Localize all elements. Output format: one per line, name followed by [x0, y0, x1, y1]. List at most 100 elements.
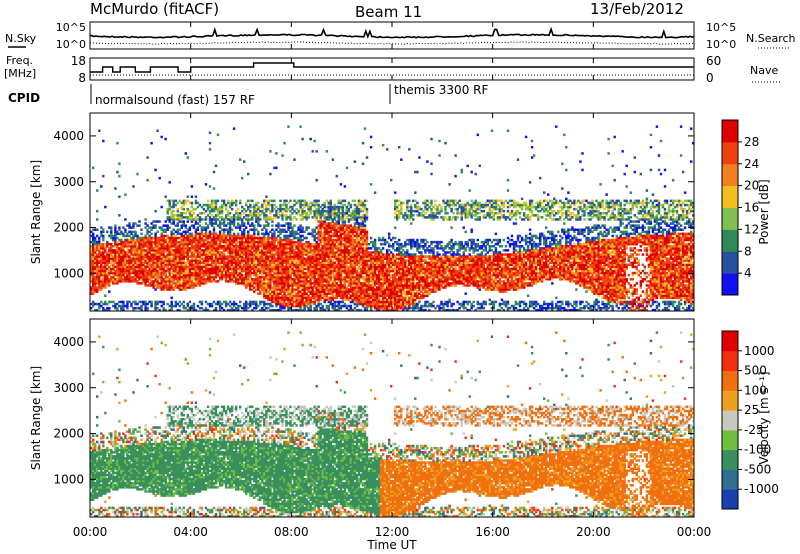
power-cell	[336, 175, 338, 178]
power-cell	[259, 224, 261, 227]
power-cell	[233, 245, 235, 248]
power-cell	[231, 229, 233, 232]
power-cell	[142, 301, 144, 304]
power-cell	[112, 255, 114, 257]
power-cell	[287, 125, 289, 128]
power-cell	[112, 305, 114, 308]
power-cell	[307, 295, 309, 298]
power-cell	[187, 200, 189, 203]
power-cell	[189, 301, 191, 304]
power-cell	[114, 224, 116, 227]
power-cell	[209, 132, 211, 135]
power-cell	[217, 301, 219, 304]
power-cell	[239, 158, 241, 161]
power-cell	[96, 235, 98, 238]
power-cell	[338, 235, 340, 238]
power-cell	[301, 226, 303, 229]
power-cell	[293, 158, 295, 161]
power-cell	[243, 160, 245, 163]
power-cell	[273, 200, 275, 203]
power-cell	[247, 200, 249, 203]
power-cell	[318, 200, 320, 203]
power-cell	[307, 241, 309, 244]
power-cell	[354, 208, 356, 211]
power-cell	[173, 214, 175, 217]
power-cell	[112, 235, 114, 238]
power-cell	[259, 218, 261, 221]
noise-search-trace	[90, 42, 694, 44]
power-cell	[277, 239, 279, 242]
power-cell	[283, 142, 285, 145]
power-cell	[203, 212, 205, 215]
nsky-label: N.Sky	[5, 32, 37, 45]
power-cell	[104, 206, 106, 209]
power-cell	[338, 206, 340, 209]
power-cell	[247, 173, 249, 176]
power-cell	[233, 127, 235, 129]
power-cell	[209, 142, 211, 145]
power-cell	[185, 224, 187, 227]
power-cell	[330, 200, 332, 203]
power-cell	[136, 173, 138, 176]
freq-tick-top: 18	[71, 54, 86, 68]
power-cell	[163, 301, 165, 304]
power-cell	[263, 276, 265, 279]
power-cell	[310, 138, 312, 141]
power-cell	[146, 307, 148, 310]
power-cell	[150, 233, 152, 236]
power-cell	[102, 229, 104, 232]
power-cell	[338, 284, 340, 287]
power-cell	[241, 177, 243, 180]
power-cell	[118, 163, 120, 166]
noise-left-tick-bottom: 10^0	[56, 38, 86, 51]
power-cell	[281, 154, 283, 157]
power-cell	[245, 226, 247, 229]
power-cell	[215, 307, 217, 310]
power-cell	[187, 235, 189, 238]
noise-left-tick-top: 10^5	[56, 21, 86, 34]
power-cell	[187, 216, 189, 219]
power-cell	[132, 185, 134, 188]
power-cell	[110, 226, 112, 229]
power-cell	[112, 245, 114, 248]
power-cell	[173, 200, 175, 203]
power-cell	[350, 305, 352, 308]
nave-label: Nave	[750, 64, 778, 77]
power-cell	[263, 212, 265, 215]
power-cell	[96, 241, 98, 244]
power-cell	[316, 179, 318, 182]
power-cell	[150, 142, 152, 145]
power-cell	[195, 196, 197, 199]
power-cell	[126, 301, 128, 304]
power-cell	[159, 177, 161, 180]
power-cell	[247, 231, 249, 234]
power-cell	[114, 187, 116, 190]
power-cell	[96, 189, 98, 192]
power-cell	[233, 280, 235, 283]
power-cell	[169, 226, 171, 229]
power-cell	[354, 204, 356, 207]
power-cell	[269, 150, 271, 153]
power-cell	[142, 237, 144, 240]
power-cell	[293, 200, 295, 203]
power-cell	[140, 229, 142, 232]
power-cell	[255, 301, 257, 304]
power-cell	[289, 222, 291, 225]
power-cell	[156, 307, 158, 310]
power-cell	[344, 200, 346, 203]
power-cell	[187, 303, 189, 306]
power-cell	[324, 210, 326, 213]
power-cell	[165, 196, 167, 199]
power-cell	[299, 125, 301, 128]
power-cell	[247, 303, 249, 306]
power-cell	[324, 284, 326, 287]
power-cell	[233, 301, 235, 304]
power-cell	[271, 305, 273, 308]
power-cell	[138, 224, 140, 227]
power-cell	[293, 288, 295, 291]
power-cell	[187, 208, 189, 211]
power-cell	[156, 220, 158, 223]
beam-title: Beam 11	[355, 3, 422, 21]
power-cell	[118, 175, 120, 178]
power-cell	[193, 303, 195, 306]
